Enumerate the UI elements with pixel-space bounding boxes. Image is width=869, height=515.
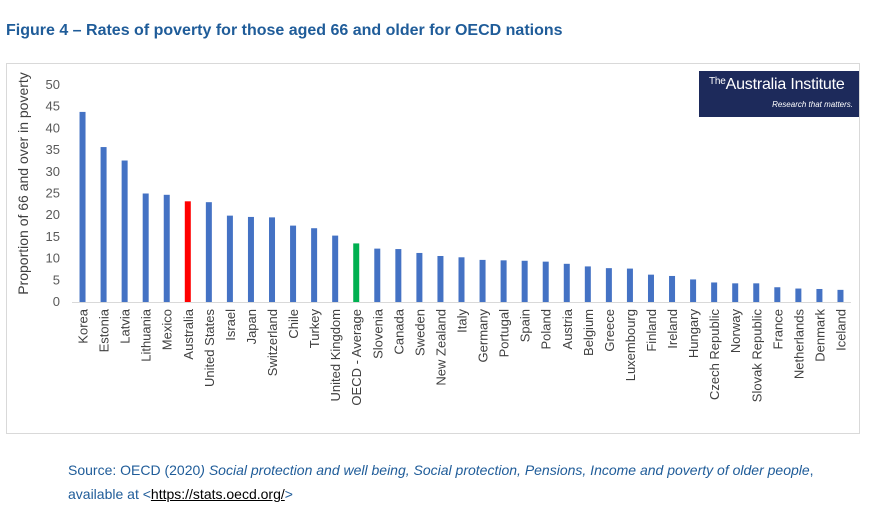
x-tick-label: Canada: [391, 308, 406, 354]
y-tick-label: 5: [53, 272, 60, 287]
x-tick-label: France: [770, 309, 785, 349]
bar: [690, 279, 697, 302]
bar: [353, 243, 360, 302]
x-tick-label: Switzerland: [265, 309, 280, 376]
x-tick-label: Denmark: [812, 309, 827, 362]
bar: [542, 261, 549, 302]
x-tick-label: Germany: [476, 309, 491, 363]
y-tick-label: 15: [46, 229, 60, 244]
x-tick-label: Slovak Republic: [749, 309, 764, 403]
bar: [290, 225, 297, 302]
x-tick-label: Austria: [560, 308, 575, 349]
logo-the: The: [709, 76, 726, 87]
x-tick-label: Japan: [244, 309, 259, 344]
bar: [669, 275, 676, 302]
x-tick-label: Portugal: [497, 309, 512, 358]
bar: [647, 274, 654, 302]
source-suffix: >: [284, 486, 293, 502]
poverty-bar-chart: 0 5 10 15 20 25 30 35 40 45 50 Proportion of 66 and…: [15, 72, 851, 406]
x-tick-label: Luxembourg: [623, 309, 638, 381]
bar: [395, 249, 402, 302]
x-tick-label: Greece: [602, 309, 617, 352]
x-tick-label: Israel: [223, 309, 238, 341]
bar: [795, 288, 802, 302]
bar: [79, 111, 86, 302]
y-tick-label: 20: [46, 207, 60, 222]
x-tick-label: Australia: [181, 308, 196, 359]
y-tick-label: 0: [53, 294, 60, 309]
y-tick-label: 40: [46, 120, 60, 135]
source-prefix: Source: OECD (2020: [68, 462, 201, 478]
x-tick-label: Latvia: [118, 308, 133, 343]
bar: [753, 283, 760, 302]
source-note: Source: OECD (2020) Social protection an…: [68, 458, 828, 506]
bar: [605, 268, 612, 302]
y-tick-label: 25: [46, 186, 60, 201]
x-tick-label: OECD - Average: [349, 309, 364, 406]
figure-title: Figure 4 – Rates of poverty for those ag…: [6, 22, 563, 39]
bar: [563, 263, 570, 302]
y-tick-label: 35: [46, 142, 60, 157]
bar: [774, 287, 781, 302]
x-tick-label: United States: [202, 309, 217, 388]
x-tick-label: Estonia: [97, 308, 112, 352]
source-link[interactable]: https://stats.oecd.org/: [150, 486, 285, 502]
x-tick-label: Norway: [728, 309, 743, 354]
x-tick-label: Poland: [539, 309, 554, 349]
logo-tagline: Research that matters.: [772, 100, 853, 109]
bar: [100, 147, 107, 302]
source-middle: , available at <: [68, 462, 814, 502]
x-tick-label: Korea: [76, 308, 91, 343]
bar: [311, 228, 318, 302]
source-title: ) Social protection and well being, Soci…: [200, 462, 810, 478]
x-tick-label: United Kingdom: [328, 309, 343, 402]
bar: [458, 257, 465, 302]
x-tick-label: New Zealand: [433, 309, 448, 386]
x-tick-label: Italy: [455, 309, 470, 333]
x-tick-label: Ireland: [665, 309, 680, 349]
x-tick-label: Iceland: [833, 309, 848, 351]
logo-wordmark: TheAustralia Institute: [709, 76, 845, 94]
bar: [521, 260, 528, 302]
bar: [247, 216, 254, 302]
bar: [269, 217, 276, 302]
bar: [711, 282, 718, 302]
y-tick-label: 45: [46, 99, 60, 114]
x-tick-label: Chile: [286, 309, 301, 339]
x-tick-label: Slovenia: [370, 308, 385, 359]
bar: [184, 201, 191, 302]
bar: [479, 259, 486, 302]
bar: [416, 252, 423, 302]
x-tick-label: Netherlands: [791, 309, 806, 380]
y-tick-label: 10: [46, 251, 60, 266]
bar: [121, 160, 128, 302]
bar: [816, 288, 823, 302]
x-tick-label: Mexico: [160, 309, 175, 350]
bar: [732, 283, 739, 302]
bar: [626, 268, 633, 302]
bar: [142, 193, 149, 302]
x-tick-label: Sweden: [412, 309, 427, 356]
bar: [205, 202, 212, 302]
bar: [226, 215, 233, 302]
bar: [837, 289, 844, 302]
bar: [332, 235, 339, 302]
x-tick-label: Belgium: [581, 309, 596, 356]
x-tick-label: Spain: [518, 309, 533, 342]
bar: [500, 260, 507, 302]
bar: [437, 255, 444, 302]
bar: [374, 248, 381, 302]
x-tick-label: Finland: [644, 309, 659, 352]
y-tick-label: 50: [46, 77, 60, 92]
y-axis-title: Proportion of 66 and over in poverty: [15, 72, 31, 295]
logo-name: Australia Institute: [725, 76, 845, 93]
x-tick-label: Czech Republic: [707, 309, 722, 401]
x-tick-label: Lithuania: [139, 308, 154, 362]
x-tick-label: Turkey: [307, 309, 322, 349]
y-tick-label: 30: [46, 164, 60, 179]
bar: [163, 194, 170, 302]
bar: [584, 266, 591, 302]
x-tick-label: Hungary: [686, 309, 701, 359]
australia-institute-logo: TheAustralia Institute Research that mat…: [699, 71, 859, 117]
